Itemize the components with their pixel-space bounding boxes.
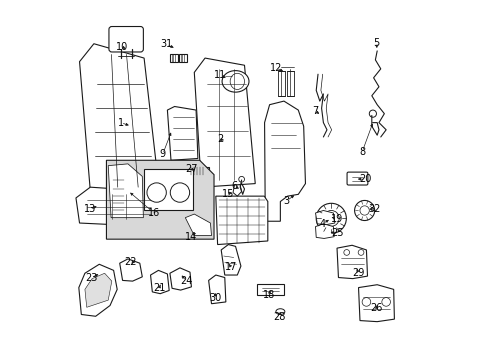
Polygon shape — [76, 187, 158, 226]
Text: 31: 31 — [160, 40, 172, 49]
Polygon shape — [315, 211, 334, 225]
Text: 27: 27 — [185, 163, 197, 174]
Text: 12: 12 — [269, 63, 282, 73]
Polygon shape — [150, 270, 169, 294]
Text: 26: 26 — [369, 303, 382, 314]
Text: 25: 25 — [330, 228, 343, 238]
Text: 2: 2 — [217, 135, 223, 144]
Text: 24: 24 — [180, 276, 192, 286]
Text: 11: 11 — [214, 70, 226, 80]
Text: 16: 16 — [148, 208, 160, 218]
FancyBboxPatch shape — [346, 172, 367, 185]
Text: 22: 22 — [124, 257, 137, 267]
Polygon shape — [194, 58, 255, 187]
Text: 15: 15 — [222, 189, 234, 199]
Text: 5: 5 — [372, 38, 379, 48]
Bar — [286, 71, 293, 96]
Text: 3: 3 — [283, 196, 289, 206]
Bar — [179, 54, 187, 62]
Bar — [170, 54, 178, 62]
Polygon shape — [315, 224, 333, 238]
Text: 1: 1 — [118, 118, 123, 128]
Polygon shape — [85, 273, 112, 307]
Text: 17: 17 — [224, 262, 237, 272]
Text: 14: 14 — [185, 232, 197, 242]
Polygon shape — [169, 268, 191, 290]
Polygon shape — [106, 160, 214, 239]
Ellipse shape — [222, 71, 248, 92]
Polygon shape — [336, 245, 367, 279]
Circle shape — [316, 203, 346, 233]
Polygon shape — [208, 275, 225, 304]
Ellipse shape — [275, 309, 285, 315]
Bar — [188, 167, 208, 175]
Text: 21: 21 — [153, 283, 165, 293]
Polygon shape — [221, 244, 241, 275]
Text: 20: 20 — [359, 174, 371, 184]
Polygon shape — [120, 259, 142, 281]
Polygon shape — [108, 164, 143, 218]
Polygon shape — [358, 285, 394, 321]
Text: 19: 19 — [330, 214, 343, 224]
Text: 6: 6 — [231, 181, 237, 192]
Text: 8: 8 — [358, 147, 365, 157]
Text: 18: 18 — [262, 291, 274, 301]
Text: 32: 32 — [367, 204, 380, 215]
Text: 30: 30 — [208, 293, 221, 303]
Text: 4: 4 — [319, 219, 325, 229]
Polygon shape — [167, 107, 198, 160]
Text: 13: 13 — [83, 204, 96, 215]
Text: 28: 28 — [273, 312, 285, 322]
Bar — [257, 284, 284, 296]
Text: 9: 9 — [160, 149, 165, 159]
Text: 7: 7 — [312, 106, 318, 116]
Circle shape — [354, 201, 374, 221]
Text: 29: 29 — [352, 267, 364, 278]
Polygon shape — [215, 196, 267, 244]
Bar — [277, 71, 285, 96]
FancyBboxPatch shape — [109, 27, 143, 52]
Polygon shape — [79, 264, 117, 316]
Polygon shape — [185, 214, 211, 235]
Text: 23: 23 — [84, 273, 97, 283]
Polygon shape — [80, 44, 158, 191]
Bar — [144, 169, 192, 211]
Text: 10: 10 — [116, 42, 128, 51]
